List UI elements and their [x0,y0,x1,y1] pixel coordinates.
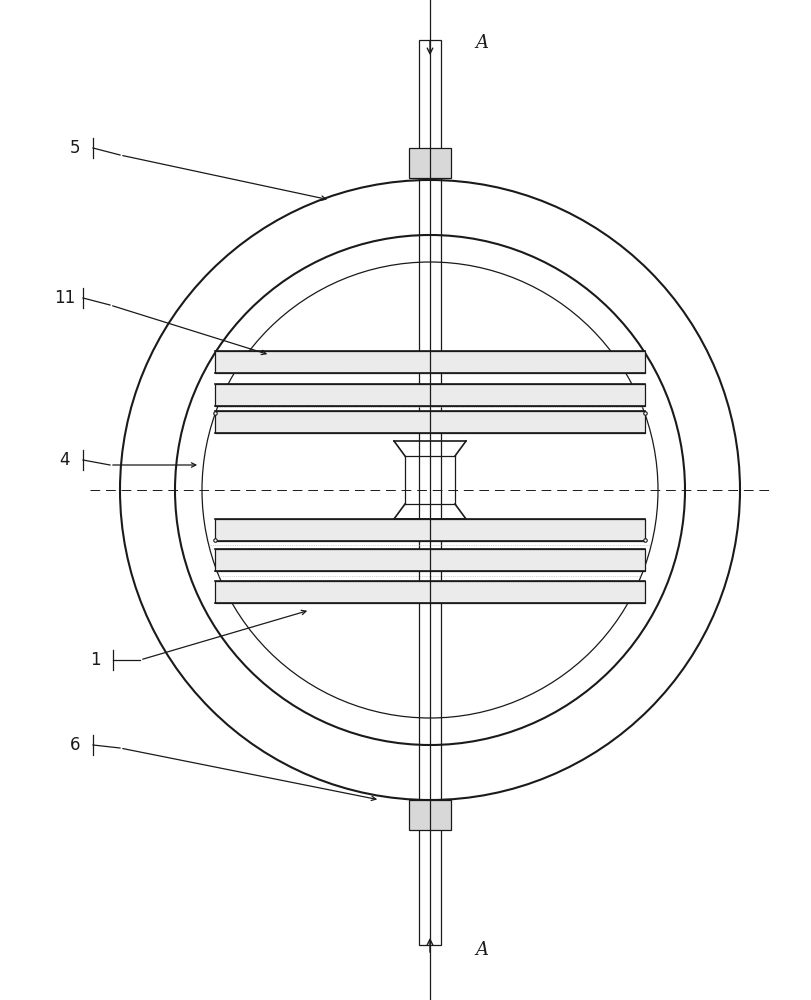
Text: 1: 1 [90,651,101,669]
Bar [215,351,645,373]
Bar [215,581,645,603]
Text: 6: 6 [70,736,80,754]
Bar [215,549,645,571]
Bar [409,148,451,178]
Bar [215,411,645,433]
Bar [215,384,645,406]
Text: 4: 4 [60,451,71,469]
Text: 11: 11 [54,289,75,307]
Text: A: A [475,34,488,52]
Text: A: A [475,941,488,959]
Bar [215,519,645,541]
Bar [409,800,451,830]
Bar [419,40,441,945]
Text: 5: 5 [70,139,80,157]
